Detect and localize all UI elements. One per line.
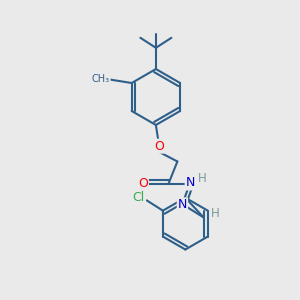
Text: O: O: [154, 140, 164, 153]
Text: Cl: Cl: [133, 191, 145, 204]
Text: H: H: [210, 207, 219, 220]
Text: CH₃: CH₃: [92, 74, 110, 85]
Text: N: N: [186, 176, 195, 190]
Text: H: H: [198, 172, 206, 185]
Text: O: O: [138, 177, 148, 190]
Text: N: N: [178, 198, 187, 211]
